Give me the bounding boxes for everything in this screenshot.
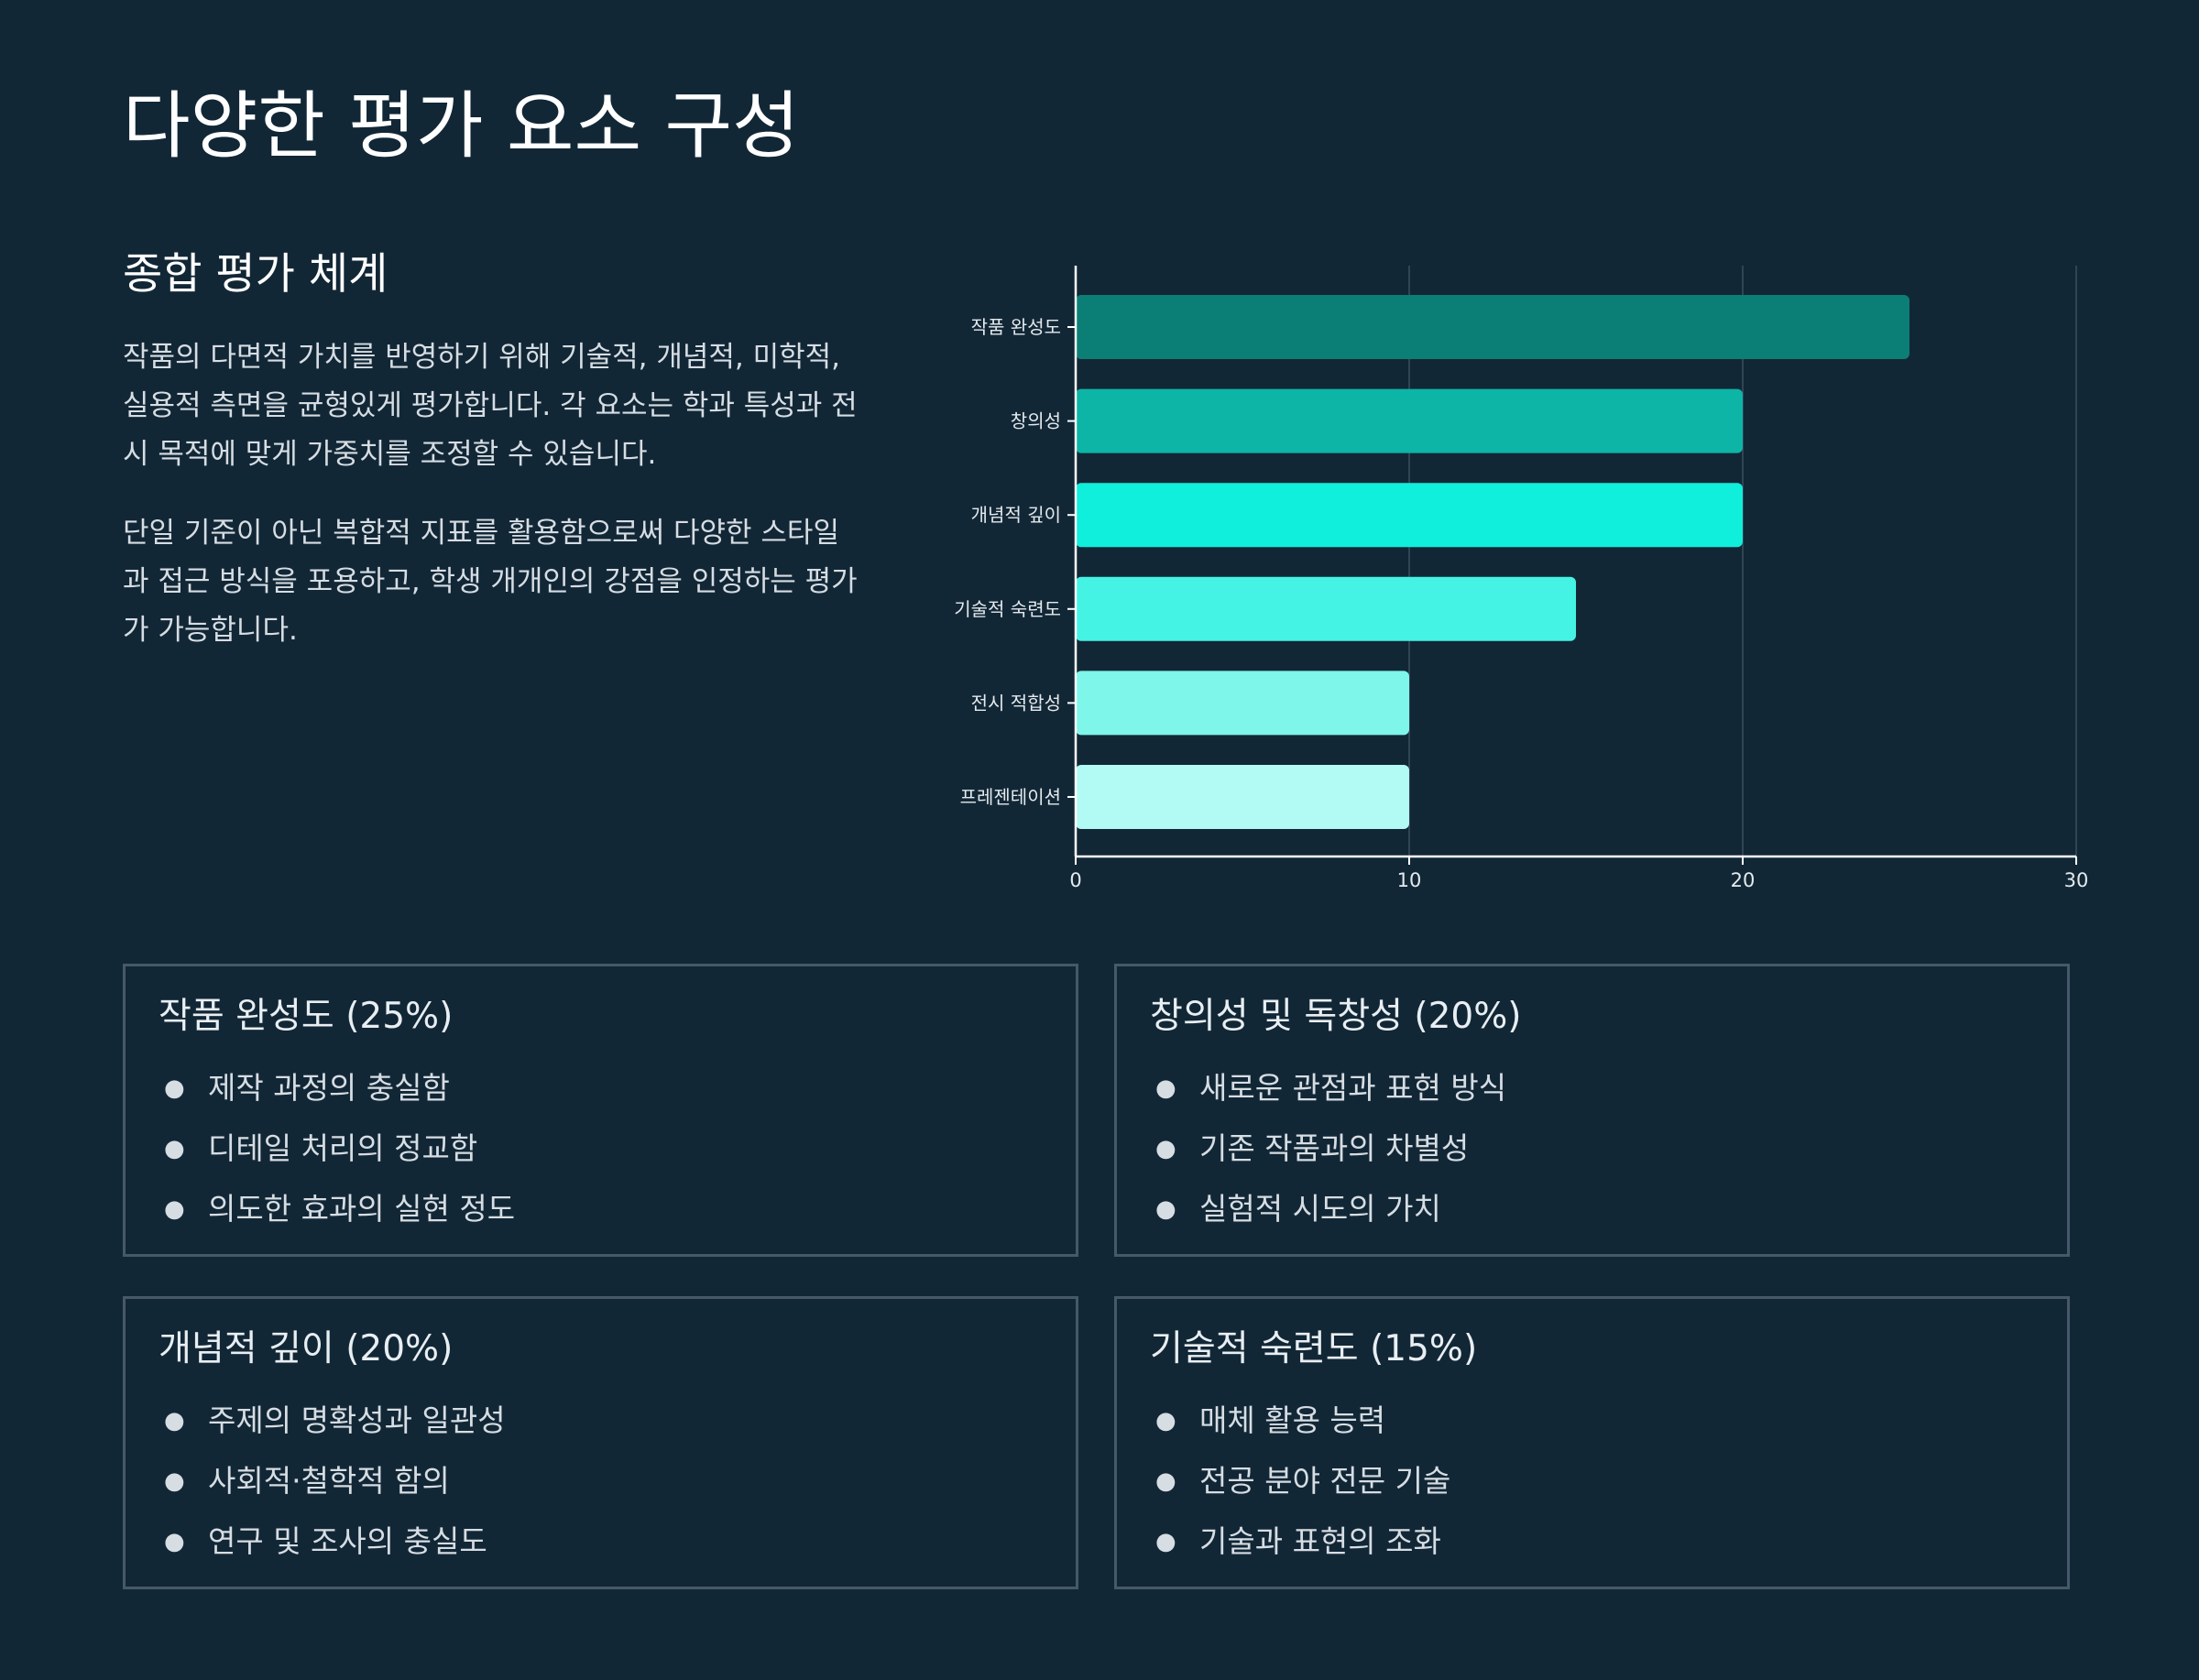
x-tick-label: 10 (1397, 869, 1422, 891)
list-item: ● 기존 작품과의 차별성 (1150, 1118, 1506, 1179)
list-item: ● 사회적·철학적 함의 (159, 1451, 506, 1511)
list-item-text: 디테일 처리의 정교함 (208, 1130, 478, 1166)
bar-6 (1076, 765, 1409, 829)
list-item: ● 기술과 표현의 조화 (1150, 1511, 1450, 1572)
intro-paragraph-2: 단일 기준이 아닌 복합적 지표를 활용함으로써 다양한 스타일과 접근 방식을… (123, 517, 858, 647)
list-item-text: 전공 분야 전문 기술 (1199, 1463, 1451, 1499)
bullet-icon: ● (1155, 1407, 1176, 1435)
y-tick-label: 기술적 숙련도 (954, 598, 1061, 620)
page-title: 다양한 평가 요소 구성 (123, 83, 800, 169)
card-title: 작품 완성도 (25%) (159, 996, 454, 1037)
criteria-card-creativity: 창의성 및 독창성 (20%) ● 새로운 관점과 표현 방식 ● 기존 작품과의 … (1114, 964, 2070, 1257)
list-item-text: 제작 과정의 충실함 (208, 1070, 450, 1106)
list-item: ● 연구 및 조사의 충실도 (159, 1511, 506, 1572)
y-tick-label: 프레젠테이션 (960, 786, 1061, 808)
bullet-icon: ● (1155, 1195, 1176, 1223)
card-list: ● 제작 과정의 충실함 ● 디테일 처리의 정교함 ● 의도한 효과의 실현 정도 (159, 1058, 515, 1239)
card-title: 기술적 숙련도 (15%) (1150, 1328, 1478, 1369)
list-item-text: 새로운 관점과 표현 방식 (1199, 1070, 1507, 1106)
bullet-icon: ● (164, 1467, 185, 1495)
bar-2 (1076, 388, 1743, 453)
y-tick-label: 개념적 깊이 (971, 504, 1061, 526)
card-title: 개념적 깊이 (20%) (159, 1328, 454, 1369)
bar-3 (1076, 483, 1743, 548)
list-item-text: 매체 활용 능력 (1199, 1402, 1386, 1438)
card-title: 창의성 및 독창성 (20%) (1150, 996, 1522, 1037)
criteria-card-technical-skill: 기술적 숙련도 (15%) ● 매체 활용 능력 ● 전공 분야 전문 기술 ● 기술… (1114, 1296, 2070, 1589)
bullet-icon: ● (1155, 1135, 1176, 1162)
bullet-icon: ● (1155, 1075, 1176, 1102)
bullet-icon: ● (164, 1135, 185, 1162)
list-item: ● 매체 활용 능력 (1150, 1391, 1450, 1451)
bar-1 (1076, 295, 1909, 359)
chart-grid (1408, 266, 2077, 856)
bullet-icon: ● (164, 1075, 185, 1102)
list-item-text: 주제의 명확성과 일관성 (208, 1402, 506, 1438)
bullet-icon: ● (164, 1528, 185, 1555)
list-item: ● 주제의 명확성과 일관성 (159, 1391, 506, 1451)
list-item: ● 제작 과정의 충실함 (159, 1058, 515, 1118)
list-item-text: 연구 및 조사의 충실도 (208, 1523, 487, 1559)
chart-axes (1067, 266, 2077, 865)
list-item-text: 기존 작품과의 차별성 (1199, 1130, 1470, 1166)
card-list: ● 매체 활용 능력 ● 전공 분야 전문 기술 ● 기술과 표현의 조화 (1150, 1391, 1450, 1572)
y-tick-label: 창의성 (1011, 410, 1061, 432)
bullet-icon: ● (164, 1195, 185, 1223)
bar-4 (1076, 576, 1576, 641)
bullet-icon: ● (164, 1407, 185, 1435)
bar-5 (1076, 671, 1409, 736)
card-list: ● 주제의 명확성과 일관성 ● 사회적·철학적 함의 ● 연구 및 조사의 충실도 (159, 1391, 506, 1572)
list-item: ● 새로운 관점과 표현 방식 (1150, 1058, 1506, 1118)
bullet-icon: ● (1155, 1467, 1176, 1495)
y-tick-label: 전시 적합성 (971, 692, 1061, 714)
criteria-card-completion: 작품 완성도 (25%) ● 제작 과정의 충실함 ● 디테일 처리의 정교함 ● 의… (123, 964, 1078, 1257)
x-tick-label: 20 (1731, 869, 1756, 891)
list-item: ● 실험적 시도의 가치 (1150, 1179, 1506, 1239)
y-tick-label: 작품 완성도 (971, 316, 1061, 338)
list-item-text: 사회적·철학적 함의 (208, 1463, 450, 1499)
list-item-text: 의도한 효과의 실현 정도 (208, 1191, 516, 1227)
list-item: ● 전공 분야 전문 기술 (1150, 1451, 1450, 1511)
chart-bars (1076, 295, 1909, 829)
intro-paragraph-1: 작품의 다면적 가치를 반영하기 위해 기술적, 개념적, 미학적, 실용적 측… (123, 341, 858, 471)
card-list: ● 새로운 관점과 표현 방식 ● 기존 작품과의 차별성 ● 실험적 시도의 가치 (1150, 1058, 1506, 1239)
list-item: ● 의도한 효과의 실현 정도 (159, 1179, 515, 1239)
x-tick-label: 0 (1069, 869, 1081, 891)
x-tick-label: 30 (2064, 869, 2089, 891)
criteria-card-conceptual-depth: 개념적 깊이 (20%) ● 주제의 명확성과 일관성 ● 사회적·철학적 함의 ●… (123, 1296, 1078, 1589)
bullet-icon: ● (1155, 1528, 1176, 1555)
list-item-text: 기술과 표현의 조화 (1199, 1523, 1441, 1559)
list-item-text: 실험적 시도의 가치 (1199, 1191, 1441, 1227)
section-heading: 종합 평가 체계 (123, 249, 388, 300)
list-item: ● 디테일 처리의 정교함 (159, 1118, 515, 1179)
